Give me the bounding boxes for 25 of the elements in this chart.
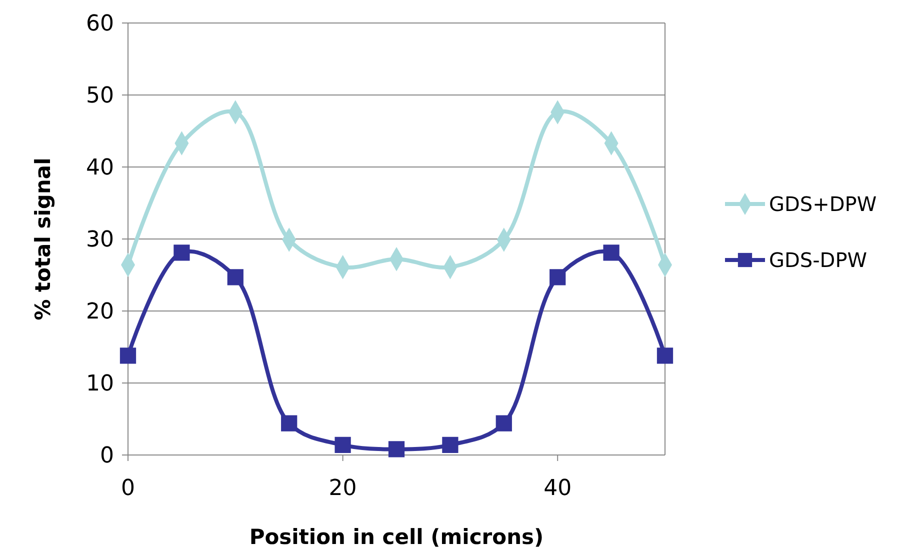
point <box>227 269 244 286</box>
x-axis-title: Position in cell (microns) <box>249 525 544 549</box>
point <box>603 244 620 261</box>
y-tick-label: 50 <box>86 84 114 109</box>
x-tick-label: 20 <box>328 476 357 501</box>
y-tick-label: 10 <box>86 372 114 397</box>
y-tick-label: 20 <box>86 300 114 325</box>
x-tick-label: 40 <box>544 476 572 501</box>
point <box>496 415 512 432</box>
legend-label: GDS-DPW <box>769 248 868 272</box>
point <box>334 436 351 453</box>
point <box>120 348 136 364</box>
y-tick-label: 30 <box>86 228 114 253</box>
x-tick-label: 0 <box>121 476 135 501</box>
point <box>550 269 566 286</box>
point <box>281 415 298 432</box>
y-tick-label: 60 <box>86 12 114 37</box>
y-tick-label: 40 <box>86 156 114 181</box>
y-axis-title: % total signal <box>31 158 55 320</box>
point <box>656 348 674 364</box>
point <box>174 244 190 261</box>
point <box>388 441 405 458</box>
y-tick-label: 0 <box>100 444 114 469</box>
point <box>442 436 458 453</box>
legend-label: GDS+DPW <box>769 192 877 216</box>
